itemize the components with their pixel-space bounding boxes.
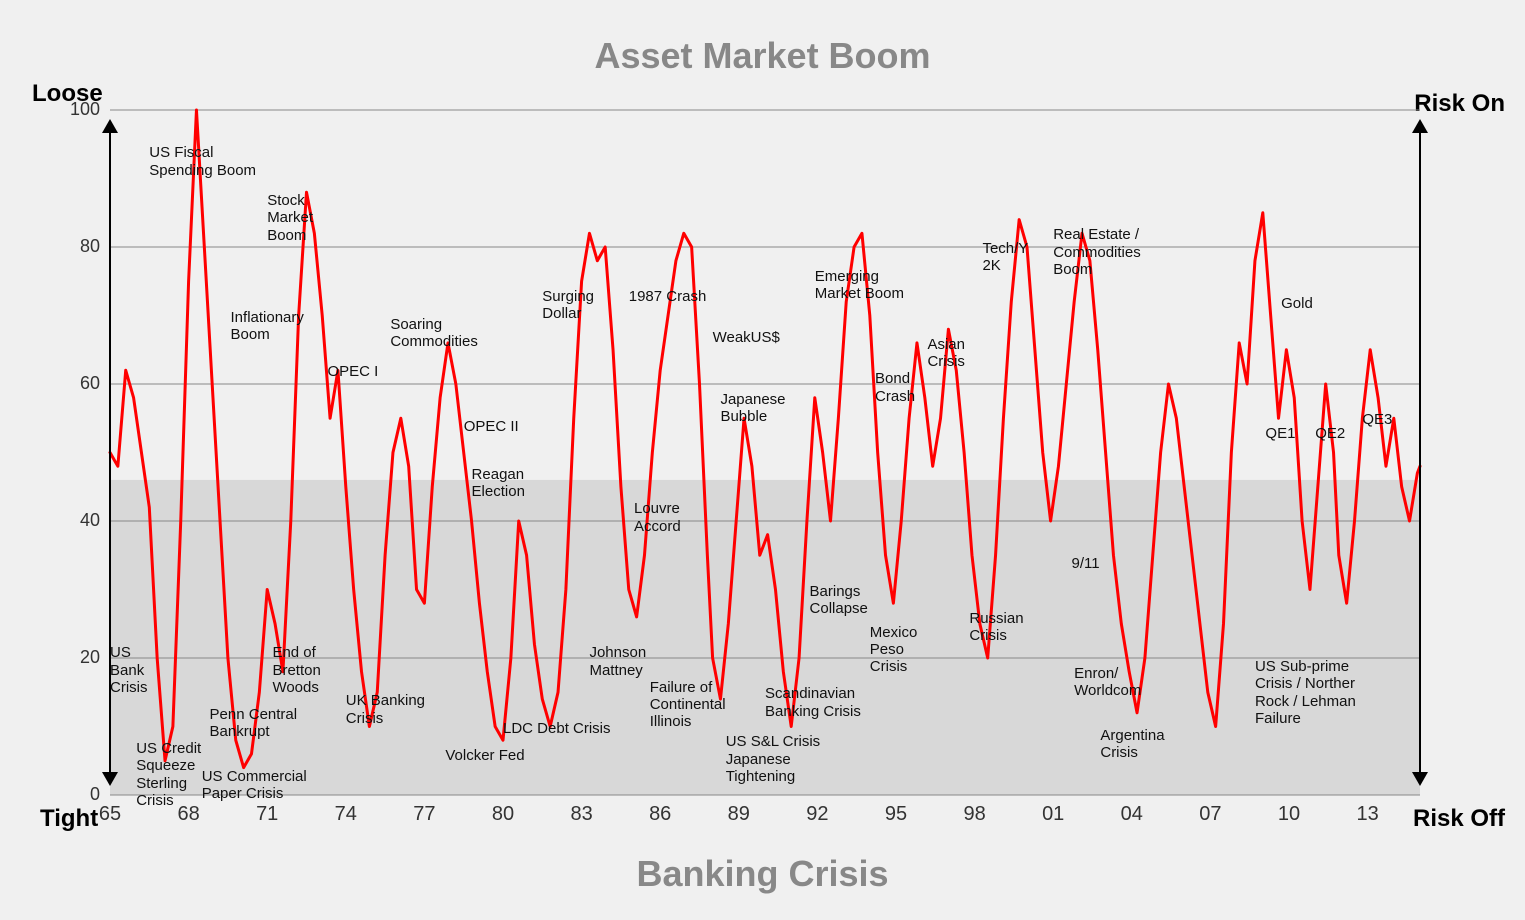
y-tick-label: 80	[60, 236, 100, 257]
x-tick-label: 04	[1121, 803, 1143, 826]
x-tick-label: 80	[492, 803, 514, 826]
x-tick-label: 13	[1356, 803, 1378, 826]
annotation-label: Gold	[1281, 295, 1313, 312]
annotation-label: Stock Market Boom	[267, 192, 313, 244]
y-tick-label: 100	[60, 99, 100, 120]
annotation-label: LDC Debt Crisis	[503, 720, 611, 737]
annotation-label: 9/11	[1072, 555, 1100, 572]
annotation-label: QE1	[1265, 425, 1295, 442]
annotation-label: QE2	[1315, 425, 1345, 442]
axis-label-risk-on: Risk On	[1414, 90, 1505, 118]
annotation-label: Argentina Crisis	[1100, 727, 1164, 762]
annotation-label: US Bank Crisis	[110, 644, 148, 696]
x-tick-label: 92	[806, 803, 828, 826]
x-tick-label: 89	[728, 803, 750, 826]
x-tick-label: 98	[963, 803, 985, 826]
annotation-label: UK Banking Crisis	[346, 692, 425, 727]
annotation-label: Johnson Mattney	[589, 644, 646, 679]
right-axis-arrow	[1419, 131, 1421, 775]
annotation-label: OPEC II	[464, 418, 519, 435]
x-tick-label: 83	[570, 803, 592, 826]
annotation-label: QE3	[1362, 411, 1392, 428]
axis-label-tight: Tight	[40, 805, 98, 833]
x-tick-label: 65	[99, 803, 121, 826]
annotation-label: Emerging Market Boom	[815, 268, 904, 303]
annotation-label: Soaring Commodities	[390, 316, 478, 351]
annotation-label: Mexico Peso Crisis	[870, 624, 918, 676]
annotation-label: Enron/ Worldcom	[1074, 665, 1141, 700]
annotation-label: OPEC I	[327, 363, 378, 380]
x-tick-label: 74	[335, 803, 357, 826]
title-bottom: Banking Crisis	[0, 853, 1525, 895]
annotation-label: 1987 Crash	[629, 288, 707, 305]
annotation-label: US Credit Squeeze Sterling Crisis	[136, 740, 201, 809]
annotation-label: Asian Crisis	[927, 336, 965, 371]
annotation-label: Surging Dollar	[542, 288, 594, 323]
x-tick-label: 71	[256, 803, 278, 826]
chart-area: 020406080100 656871747780838689929598010…	[110, 110, 1420, 795]
annotation-label: WeakUS$	[713, 329, 780, 346]
chart-container: Asset Market Boom Banking Crisis Loose T…	[0, 0, 1525, 920]
axis-label-risk-off: Risk Off	[1413, 805, 1505, 833]
x-tick-label: 77	[413, 803, 435, 826]
annotation-label: US Fiscal Spending Boom	[149, 144, 256, 179]
annotation-label: Tech/Y 2K	[982, 240, 1028, 275]
y-tick-label: 40	[60, 510, 100, 531]
title-top: Asset Market Boom	[0, 35, 1525, 77]
y-tick-label: 0	[60, 784, 100, 805]
annotation-label: Penn Central Bankrupt	[210, 706, 298, 741]
annotation-label: End of Bretton Woods	[272, 644, 320, 696]
annotation-label: Japanese Bubble	[720, 391, 785, 426]
annotation-label: Louvre Accord	[634, 500, 681, 535]
x-tick-label: 86	[649, 803, 671, 826]
annotation-label: Reagan Election	[472, 466, 525, 501]
annotation-label: Failure of Continental Illinois	[650, 679, 726, 731]
annotation-label: Bond Crash	[875, 370, 915, 405]
annotation-label: US S&L Crisis Japanese Tightening	[726, 733, 820, 785]
x-tick-label: 10	[1278, 803, 1300, 826]
left-axis-arrow	[109, 131, 111, 775]
annotation-label: Inflationary Boom	[231, 309, 304, 344]
x-tick-label: 01	[1042, 803, 1064, 826]
annotation-label: Real Estate / Commodities Boom	[1053, 226, 1141, 278]
annotation-label: Barings Collapse	[810, 583, 868, 618]
annotation-label: Volcker Fed	[445, 747, 524, 764]
annotation-label: US Commercial Paper Crisis	[202, 768, 307, 803]
x-tick-label: 95	[885, 803, 907, 826]
annotation-label: Scandinavian Banking Crisis	[765, 685, 861, 720]
y-tick-label: 60	[60, 373, 100, 394]
annotation-label: US Sub-prime Crisis / Norther Rock / Leh…	[1255, 658, 1356, 727]
x-tick-label: 07	[1199, 803, 1221, 826]
y-tick-label: 20	[60, 647, 100, 668]
annotation-label: Russian Crisis	[969, 610, 1023, 645]
